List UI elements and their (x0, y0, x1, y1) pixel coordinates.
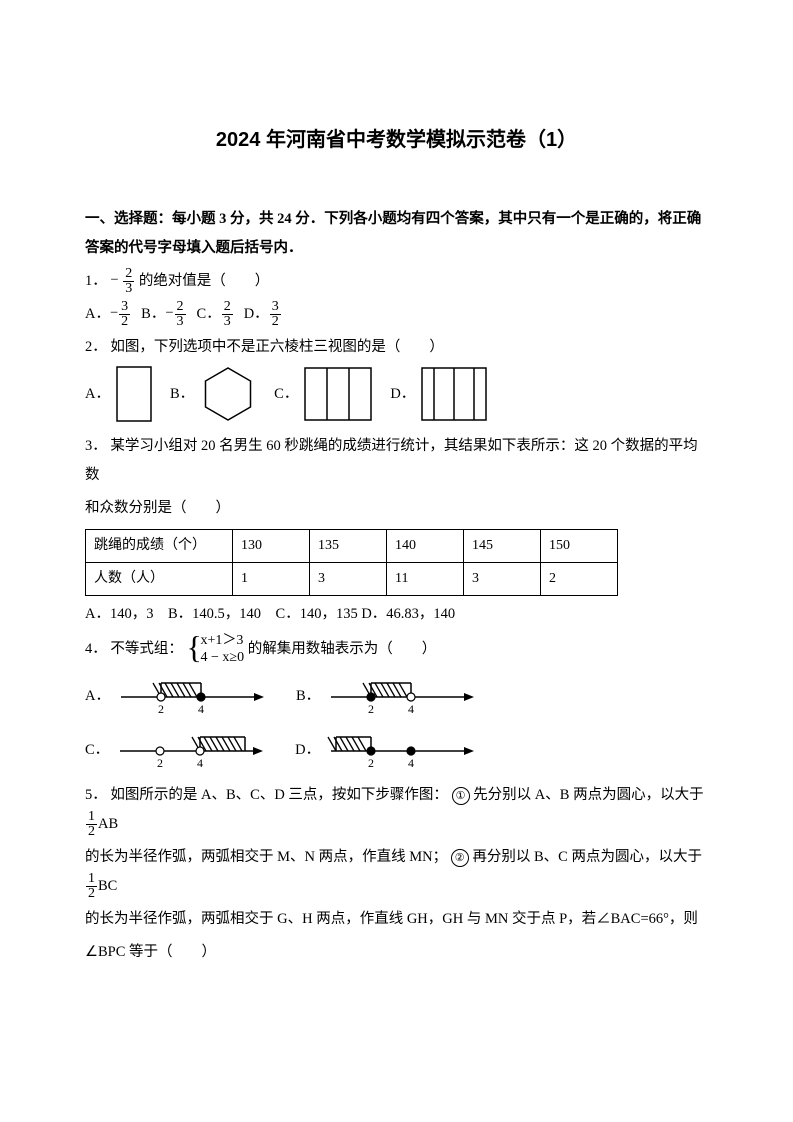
svg-text:2: 2 (368, 756, 374, 770)
svg-text:4: 4 (197, 756, 203, 770)
q1-option: B．−23 (141, 306, 186, 322)
q1-stem: 1． − 2 3 的绝对值是（ ） (85, 267, 708, 296)
q4-option: D．24 (295, 727, 476, 775)
table-cell: 1 (233, 563, 310, 596)
q2-option: D． (390, 367, 487, 421)
table-cell: 11 (387, 563, 464, 596)
q5-line3: 的长为半径作弧，两弧相交于 G、H 两点，作直线 GH，GH 与 MN 交于点 … (85, 905, 708, 934)
q3-number: 3． (85, 438, 107, 454)
q3-options: A．140，3 B．140.5，140 C．140，135 D．46.83，14… (85, 600, 708, 629)
q4-system: x+1＞3 4 − x≥0 (187, 633, 245, 667)
q5-line4: ∠BPC 等于（ ） (85, 938, 708, 967)
q2-stem: 2． 如图，下列选项中不是正六棱柱三视图的是（ ） (85, 333, 708, 362)
q5-line1: 5． 如图所示的是 A、B、C、D 三点，按如下步骤作图： ① 先分别以 A、B… (85, 781, 708, 839)
q4-stem: 4． 不等式组： x+1＞3 4 − x≥0 的解集用数轴表示为（ ） (85, 633, 708, 667)
q1-number: 1． (85, 273, 107, 289)
q1-stem-suffix: 的绝对值是（ ） (139, 273, 270, 289)
q1-frac-sign: − (110, 266, 118, 295)
q5-number: 5． (85, 787, 107, 803)
q4-options-row1: A．24B．24 (85, 673, 708, 721)
table-row: 跳绳的成绩（个）130135140145150 (86, 530, 618, 563)
number-line-diagram: 24 (326, 727, 476, 775)
q1-frac: 2 3 (123, 267, 134, 296)
table-cell: 人数（人） (86, 563, 233, 596)
q2-number: 2． (85, 339, 107, 355)
q5-line2: 的长为半径作弧，两弧相交于 M、N 两点，作直线 MN； ② 再分别以 B、C … (85, 843, 708, 901)
q3-table: 跳绳的成绩（个）130135140145150人数（人）131132 (85, 529, 618, 596)
svg-text:4: 4 (408, 702, 414, 716)
q4-number: 4． (85, 641, 107, 657)
section-1-heading: 一、选择题：每小题 3 分，共 24 分．下列各小题均有四个答案，其中只有一个是… (85, 205, 708, 263)
circled-2: ② (451, 849, 469, 867)
svg-text:2: 2 (157, 756, 163, 770)
q2-options: A． B． C． D． (85, 366, 708, 422)
q3-stem-b: 和众数分别是（ ） (85, 494, 708, 523)
q2-stem-text: 如图，下列选项中不是正六棱柱三视图的是（ ） (110, 339, 444, 355)
number-line-diagram: 24 (116, 673, 266, 721)
q2-option: C． (274, 367, 372, 421)
q5-frac1: 1 2 (86, 810, 97, 839)
table-cell: 140 (387, 530, 464, 563)
svg-text:2: 2 (368, 702, 374, 716)
q1-option: D．32 (244, 306, 282, 322)
svg-text:4: 4 (408, 756, 414, 770)
circled-1: ① (452, 787, 470, 805)
page-title: 2024 年河南省中考数学模拟示范卷（1） (85, 120, 708, 160)
q3-stem-a: 3． 某学习小组对 20 名男生 60 秒跳绳的成绩进行统计，其结果如下表所示：… (85, 432, 708, 490)
exam-page: 2024 年河南省中考数学模拟示范卷（1） 一、选择题：每小题 3 分，共 24… (0, 0, 793, 1031)
svg-text:2: 2 (158, 702, 164, 716)
table-cell: 135 (310, 530, 387, 563)
q2-shape-c (304, 367, 372, 421)
number-line-diagram: 24 (115, 727, 265, 775)
q2-option: B． (170, 366, 256, 422)
q4-options-row2: C．24D．24 (85, 727, 708, 775)
table-cell: 3 (310, 563, 387, 596)
q2-option: A． (85, 366, 152, 422)
table-cell: 2 (541, 563, 618, 596)
q4-option: C．24 (85, 727, 265, 775)
q2-shape-a (116, 366, 152, 422)
table-cell: 130 (233, 530, 310, 563)
q2-shape-b (200, 366, 256, 422)
q1-option: A．−32 (85, 306, 131, 322)
q4-option: B．24 (296, 673, 476, 721)
table-cell: 3 (464, 563, 541, 596)
table-row: 人数（人）131132 (86, 563, 618, 596)
table-cell: 150 (541, 530, 618, 563)
q1-option: C．23 (197, 306, 234, 322)
q2-shape-d (421, 367, 487, 421)
table-cell: 145 (464, 530, 541, 563)
svg-text:4: 4 (198, 702, 204, 716)
q4-option: A．24 (85, 673, 266, 721)
number-line-diagram: 24 (326, 673, 476, 721)
q5-frac2: 1 2 (86, 872, 97, 901)
q1-options: A．−32 B．−23 C．23 D．32 (85, 300, 708, 329)
table-cell: 跳绳的成绩（个） (86, 530, 233, 563)
